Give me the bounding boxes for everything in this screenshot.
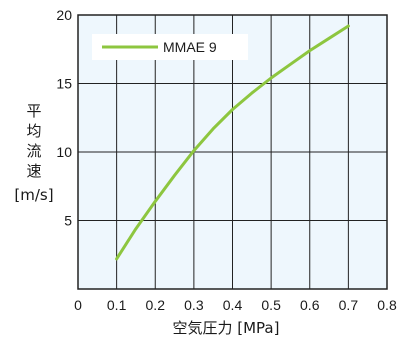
y-tick-label: 5 bbox=[64, 213, 72, 229]
y-axis-label-char: 流 bbox=[26, 142, 41, 160]
y-axis-label-char: 均 bbox=[26, 122, 41, 140]
y-tick-labels: 5 10 15 20 bbox=[56, 7, 72, 229]
y-tick-label: 10 bbox=[56, 144, 72, 160]
x-tick-label: 0.6 bbox=[300, 297, 320, 313]
legend-label: MMAE 9 bbox=[163, 39, 217, 55]
y-axis-unit: [m/s] bbox=[14, 186, 53, 204]
x-tick-labels: 0 0.1 0.2 0.3 0.4 0.5 0.6 0.7 0.8 bbox=[74, 297, 397, 313]
y-tick-label: 20 bbox=[56, 7, 72, 23]
legend: MMAE 9 bbox=[92, 34, 248, 60]
x-tick-label: 0.8 bbox=[377, 297, 397, 313]
y-axis-label: 平 均 流 速 [m/s] bbox=[14, 102, 53, 204]
x-axis-label: 空気圧力 [MPa] bbox=[173, 319, 280, 337]
x-tick-label: 0.7 bbox=[339, 297, 359, 313]
x-tick-label: 0 bbox=[74, 297, 82, 313]
plot-frame bbox=[77, 14, 388, 290]
x-tick-label: 0.5 bbox=[261, 297, 281, 313]
y-axis-label-char: 速 bbox=[26, 162, 41, 180]
x-tick-label: 0.4 bbox=[223, 297, 243, 313]
x-tick-label: 0.1 bbox=[107, 297, 127, 313]
x-tick-label: 0.3 bbox=[184, 297, 204, 313]
x-tick-label: 0.2 bbox=[146, 297, 166, 313]
y-axis-label-char: 平 bbox=[26, 102, 41, 120]
series-layer bbox=[115, 24, 350, 261]
series-line bbox=[115, 24, 350, 261]
y-tick-label: 15 bbox=[56, 76, 72, 92]
